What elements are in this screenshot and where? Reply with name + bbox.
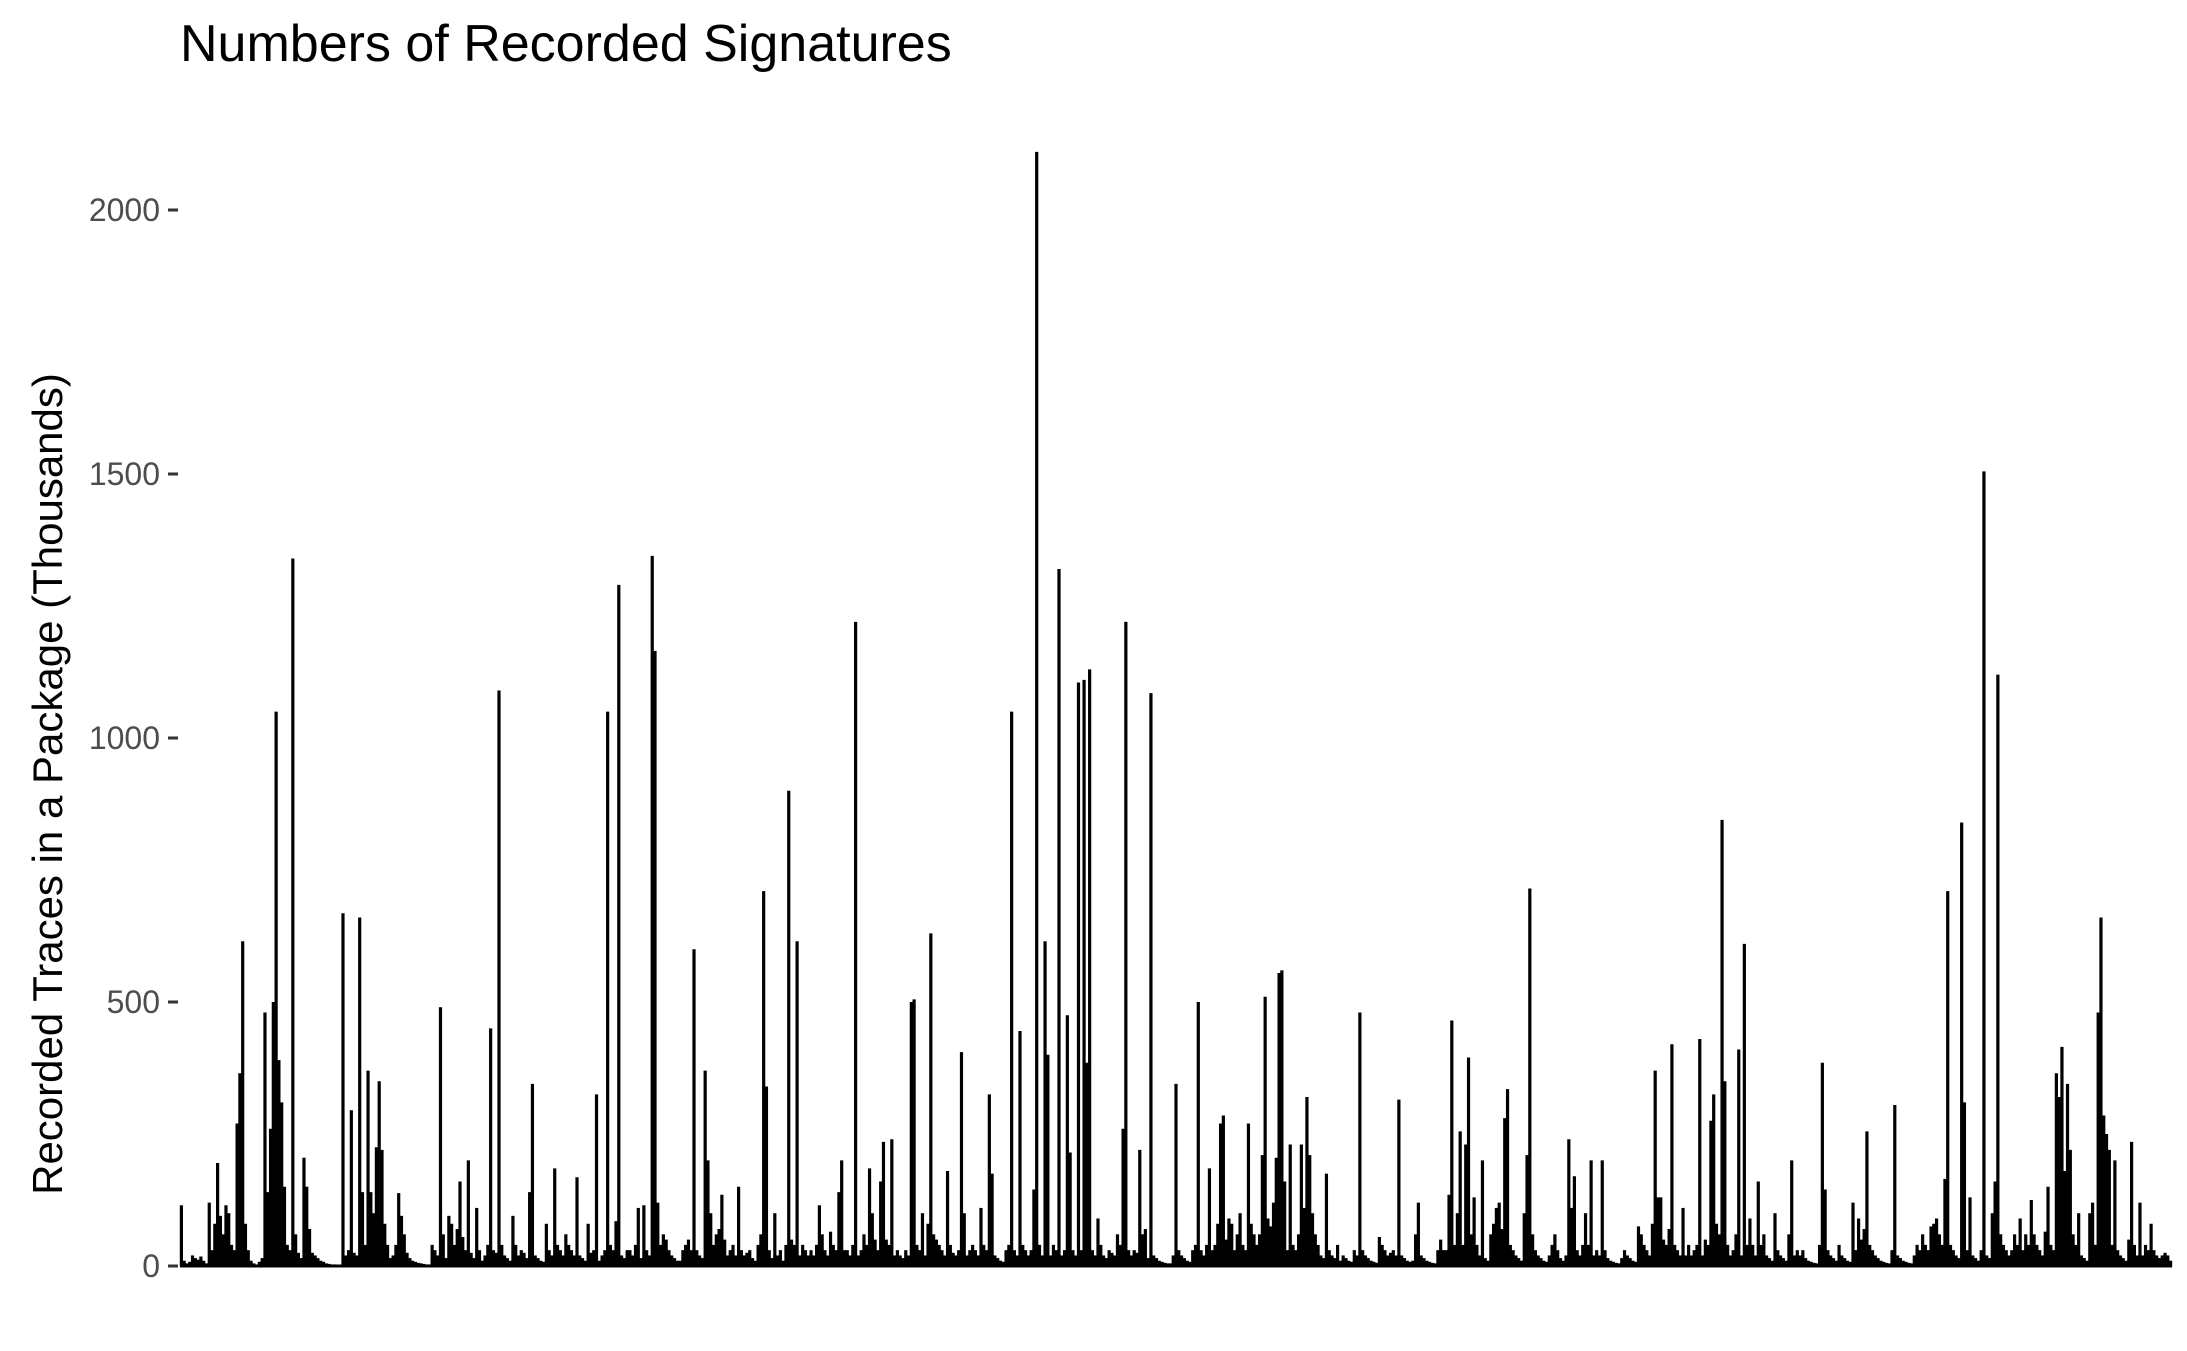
- y-axis: 0 500 1000 1500 2000: [89, 192, 178, 1284]
- y-tick-label: 1000: [89, 720, 160, 756]
- y-tick-label: 0: [142, 1248, 160, 1284]
- chart-title: Numbers of Recorded Signatures: [180, 15, 952, 73]
- y-tick-label: 1500: [89, 456, 160, 492]
- bars: [179, 151, 2173, 1268]
- y-tick-label: 2000: [89, 192, 160, 228]
- y-tick-label: 500: [107, 984, 160, 1020]
